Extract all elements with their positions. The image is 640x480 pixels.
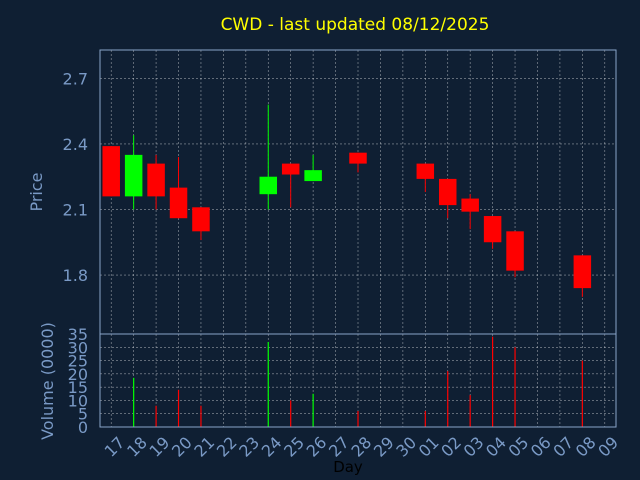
chart-title: CWD - last updated 08/12/2025 — [221, 15, 490, 35]
candle-body — [573, 255, 592, 289]
candle-body — [304, 170, 322, 182]
x-axis-label: Day — [333, 458, 363, 476]
volume-axis-label: Volume (0000) — [38, 322, 57, 440]
volume-tick-label: 20 — [68, 365, 88, 384]
candle-body — [102, 146, 120, 197]
price-panel: 1.8 2.1 2.4 2.7 — [63, 49, 617, 335]
price-tick-label: 2.1 — [63, 200, 88, 219]
price-tick-label: 2.4 — [63, 135, 88, 154]
candle-body — [147, 163, 165, 197]
volume-panel: 0510152025303517181920212223242526272829… — [68, 325, 622, 461]
candle-body — [349, 152, 367, 164]
price-tick-label: 2.7 — [63, 69, 88, 88]
volume-tick-label: 35 — [68, 325, 88, 344]
volume-tick-label: 0 — [78, 418, 88, 437]
candle-body — [192, 207, 210, 232]
price-tick-label: 1.8 — [63, 266, 88, 285]
x-tick-label: 09 — [594, 433, 622, 461]
candle-body — [124, 154, 143, 197]
volume-tick-label: 30 — [68, 338, 88, 357]
candle-body — [169, 187, 188, 219]
volume-tick-label: 15 — [68, 378, 88, 397]
candle-body — [483, 216, 502, 243]
volume-tick-label: 10 — [68, 391, 88, 410]
candle-body — [461, 198, 479, 212]
candle-body — [438, 178, 457, 206]
candle-body — [281, 163, 300, 175]
volume-frame — [99, 333, 617, 428]
candle-body — [416, 163, 435, 179]
volume-tick-label: 5 — [78, 405, 88, 424]
volume-tick-label: 25 — [68, 352, 88, 371]
candle-body — [506, 231, 524, 271]
price-axis-label: Price — [27, 172, 46, 211]
candle-body — [259, 176, 278, 195]
